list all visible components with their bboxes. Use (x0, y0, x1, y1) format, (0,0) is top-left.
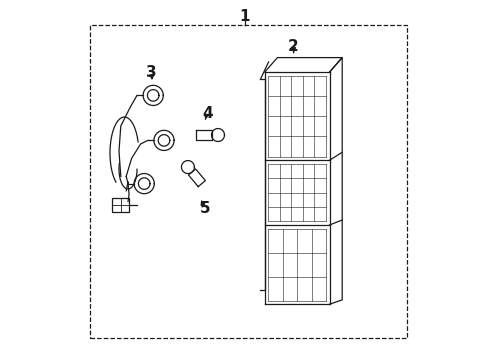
Text: 4: 4 (202, 106, 213, 121)
Bar (90, 25, 407, 338)
Text: 1: 1 (240, 9, 250, 24)
Text: 2: 2 (288, 39, 299, 54)
Text: 5: 5 (200, 201, 211, 216)
Bar (112, 198, 129, 212)
Text: 3: 3 (146, 64, 157, 80)
